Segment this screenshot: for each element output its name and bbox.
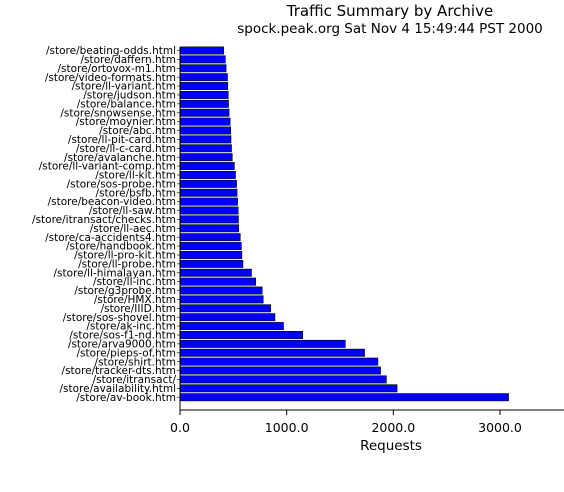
bar [180, 339, 346, 348]
category-label: /store/av-book.htm [76, 392, 176, 404]
category-label: /store/HMX.htm [94, 294, 176, 306]
category-label: /store/ll-saw.htm [89, 205, 176, 217]
bar [180, 73, 228, 82]
chart-title: Traffic Summary by Archive [286, 2, 493, 20]
bar [180, 322, 284, 331]
chart-subtitle: spock.peak.org Sat Nov 4 15:49:44 PST 20… [237, 21, 543, 37]
bar [180, 251, 243, 259]
bar [180, 393, 509, 402]
category-label: /store/ll-himalayan.htm [54, 267, 176, 279]
bar [180, 366, 381, 375]
category-label: /store/ll-pit-card.htm [68, 134, 176, 146]
bar [180, 357, 379, 366]
category-label: /store/sos-probe.htm [67, 178, 176, 190]
category-label: /store/shirt.htm [95, 356, 176, 368]
category-label: /store/balance.htm [77, 98, 176, 110]
bar [180, 55, 226, 64]
x-tick-label: 0.0 [170, 420, 190, 435]
category-label: /store/judson.htm [83, 90, 176, 102]
x-axis-label: Requests [360, 438, 422, 454]
bar [180, 144, 232, 153]
category-label: /store/snowsense.htm [60, 107, 176, 119]
x-tick-label: 3000.0 [478, 420, 522, 435]
bar [180, 117, 231, 126]
bars [180, 46, 509, 402]
category-label: /store/tracker-dts.htm [62, 365, 176, 377]
bar [180, 197, 238, 206]
category-label: /store/avalanche.htm [64, 152, 176, 164]
bar [180, 91, 229, 99]
category-label: /store/ll-pro-kit.htm [74, 250, 176, 262]
bar [180, 277, 257, 286]
bar [180, 46, 225, 55]
x-tick-label: 2000.0 [371, 420, 415, 435]
bar [180, 64, 227, 73]
bar [180, 233, 241, 242]
bar [180, 268, 252, 277]
bar [180, 242, 242, 251]
bar [180, 375, 387, 384]
x-tick-label: 1000.0 [265, 420, 309, 435]
category-label: /store/ll-variant.htm [72, 81, 176, 93]
bar [180, 348, 365, 357]
bar [180, 162, 235, 171]
bar [180, 135, 232, 144]
category-label: /store/ll-kit.htm [95, 170, 176, 182]
category-label: /store/itransact/checks.htm [32, 214, 176, 226]
category-label: /store/ll-aec.htm [90, 223, 176, 235]
bar [180, 126, 231, 135]
bar [180, 215, 239, 224]
category-label: /store/handbook.htm [66, 241, 176, 253]
category-label: /store/ll-probe.htm [78, 258, 176, 270]
bar [180, 99, 229, 108]
bar [180, 206, 239, 215]
category-label: /store/g3probe.htm [74, 285, 176, 297]
category-label: /store/ll-c-card.htm [76, 143, 176, 155]
category-label: /store/sos-shovel.htm [63, 312, 176, 324]
category-label: /store/arva9000.htm [68, 338, 176, 350]
bar [180, 259, 244, 268]
bar [180, 384, 398, 393]
category-label: /store/bsfb.htm [96, 187, 176, 199]
category-label: /store/itransact/ [93, 374, 177, 386]
bar [180, 188, 238, 197]
category-labels: /store/beating-odds.html/store/daffern.h… [32, 45, 180, 404]
category-label: /store/ak-inc.htm [86, 321, 176, 333]
category-label: /store/availability.html [60, 383, 177, 395]
bar [180, 331, 303, 339]
category-label: /store/ca-accidents4.htm [45, 232, 176, 244]
x-ticks: 0.0 1000.0 2000.0 3000.0 [170, 410, 522, 435]
category-label: /store/ll-variant-comp.htm [39, 161, 176, 173]
bar [180, 179, 237, 188]
category-label: /store/abc.htm [99, 125, 176, 137]
category-label: /store/moynier.htm [76, 116, 176, 128]
category-label: /store/video-formats.htm [45, 72, 176, 84]
category-label: /store/beating-odds.html [46, 45, 176, 57]
category-label: /store/pieps-of.htm [77, 347, 177, 359]
category-label: /store/IIID.htm [101, 303, 176, 315]
bar [180, 295, 264, 304]
category-label: /store/beacon-video.htm [48, 196, 176, 208]
bar [180, 153, 233, 162]
bar [180, 171, 236, 179]
bar [180, 108, 230, 117]
bar [180, 82, 229, 91]
bar [180, 224, 239, 233]
category-label: /store/ortovox-m1.htm [58, 63, 176, 75]
bar [180, 304, 271, 313]
bar [180, 286, 263, 295]
bar [180, 313, 276, 322]
category-label: /store/sos-f1-nd.htm [69, 330, 176, 342]
category-label: /store/ll-inc.htm [93, 276, 176, 288]
category-label: /store/daffern.htm [80, 54, 176, 66]
